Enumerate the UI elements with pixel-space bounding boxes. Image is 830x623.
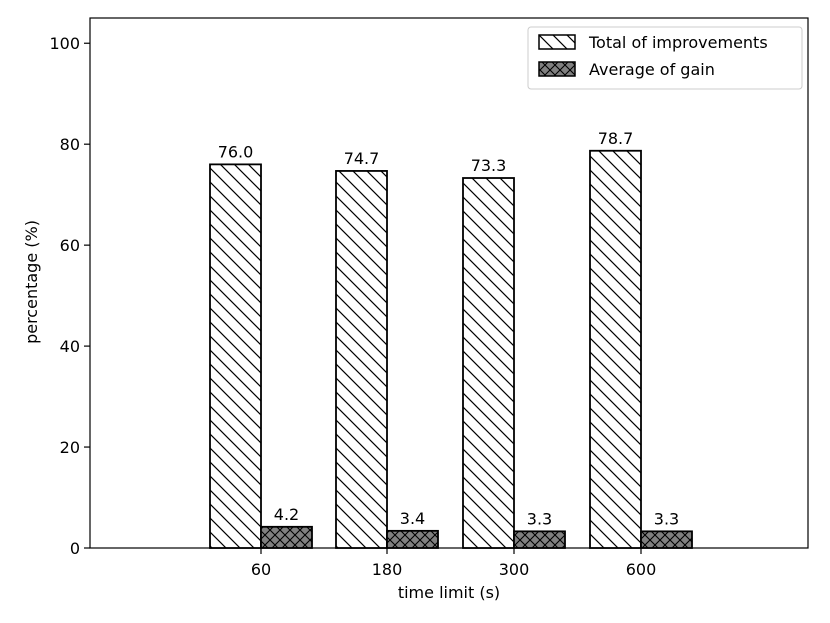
x-tick-label: 60 (251, 560, 271, 579)
legend-label-average-of-gain: Average of gain (589, 60, 715, 79)
bar-total-of-improvements (589, 149, 642, 549)
data-labels: 76.0 4.2 74.7 3.4 73.3 3.3 78.7 3.3 (218, 129, 680, 529)
plot-frame (89, 17, 809, 549)
bar-total-of-improvements (335, 170, 388, 549)
bar-value-label: 76.0 (218, 142, 254, 161)
y-axis-label: percentage (%) (22, 220, 41, 344)
bar-value-label: 3.3 (654, 509, 679, 528)
bar-value-label: 78.7 (598, 129, 634, 148)
bars (209, 149, 693, 549)
x-axis: 60 180 300 600 (251, 548, 656, 579)
bar-total-of-improvements (462, 177, 515, 549)
plot-area (89, 17, 809, 549)
bar-average-of-gain (640, 530, 693, 549)
bar-average-of-gain (386, 529, 439, 549)
legend-swatch-total-of-improvements (538, 34, 576, 50)
bar-value-label: 73.3 (471, 156, 507, 175)
legend: Total of improvements Average of gain (527, 26, 803, 90)
legend-swatch-average-of-gain (538, 61, 576, 77)
y-tick-label: 20 (60, 438, 80, 457)
x-tick-label: 600 (626, 560, 657, 579)
bar-value-label: 3.3 (527, 509, 552, 528)
y-tick-label: 40 (60, 337, 80, 356)
y-tick-label: 80 (60, 135, 80, 154)
x-tick-label: 180 (372, 560, 403, 579)
legend-frame (527, 26, 803, 90)
bar-average-of-gain (260, 525, 313, 549)
bar-value-label: 3.4 (400, 509, 425, 528)
bar-total-of-improvements (209, 163, 262, 549)
y-tick-label: 60 (60, 236, 80, 255)
legend-label-total-of-improvements: Total of improvements (588, 33, 768, 52)
bar-value-label: 4.2 (274, 505, 299, 524)
x-tick-label: 300 (499, 560, 530, 579)
y-tick-label: 100 (49, 34, 80, 53)
bar-value-label: 74.7 (344, 149, 380, 168)
bar-average-of-gain (513, 530, 566, 549)
x-axis-label: time limit (s) (398, 583, 500, 602)
y-axis: 0 20 40 60 80 100 (49, 34, 90, 558)
y-tick-label: 0 (70, 539, 80, 558)
